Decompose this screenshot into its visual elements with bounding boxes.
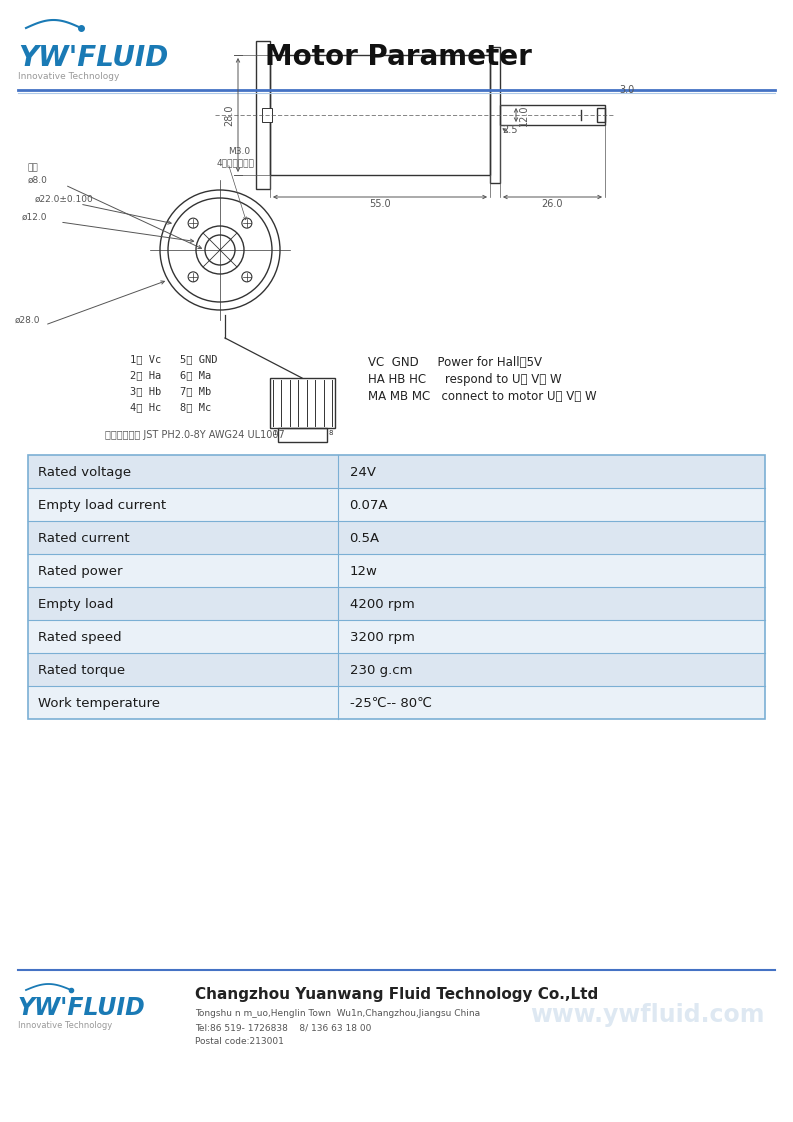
Bar [28,456,765,719]
Text: 8: 8 [328,430,333,436]
Text: Rated current: Rated current [38,532,129,545]
Bar [28,488,765,521]
Text: HA HB HC     respond to U， V， W: HA HB HC respond to U， V， W [368,373,561,386]
Bar [270,378,335,427]
Text: Rated voltage: Rated voltage [38,466,131,479]
Bar [28,620,765,653]
Bar [256,42,270,188]
Text: MA MB MC   connect to motor U， V， W: MA MB MC connect to motor U， V， W [368,390,596,403]
Text: YW'FLUID: YW'FLUID [18,996,146,1020]
Bar [270,55,490,175]
Bar [490,47,500,183]
Text: 12.0: 12.0 [519,104,529,126]
Text: ø22.0±0.100: ø22.0±0.100 [35,195,94,204]
Text: 2： Ha   6： Ma: 2： Ha 6： Ma [130,370,211,380]
Text: 4： Hc   8： Mc: 4： Hc 8： Mc [130,402,211,412]
Text: ø12.0: ø12.0 [22,213,48,222]
Text: 28.0: 28.0 [224,104,234,126]
Bar [597,108,605,122]
Text: Tongshu n m_uo,Henglin Town  Wu1n,Changzhou,Jiangsu China: Tongshu n m_uo,Henglin Town Wu1n,Changzh… [195,1009,480,1018]
Text: 3.0: 3.0 [619,85,634,95]
Text: 穿孔: 穿孔 [28,163,39,172]
Bar [28,521,765,554]
Bar [28,456,765,488]
Bar [262,108,272,122]
Text: M3.0: M3.0 [228,147,250,156]
Bar [28,653,765,686]
Text: 1： Vc   5： GND: 1： Vc 5： GND [130,355,217,364]
Text: Postal code:213001: Postal code:213001 [195,1038,284,1047]
Text: Empty load: Empty load [38,598,113,611]
Bar [28,686,765,719]
Text: 2.5: 2.5 [502,125,518,135]
Bar [28,554,765,587]
Text: Rated torque: Rated torque [38,664,125,677]
Text: 3： Hb   7： Mb: 3： Hb 7： Mb [130,386,211,396]
Text: Empty load current: Empty load current [38,499,166,512]
Bar [500,105,605,125]
Text: Innovative Technology: Innovative Technology [18,72,120,81]
Text: 12w: 12w [350,565,377,578]
Bar [278,427,327,442]
Text: 0.07A: 0.07A [350,499,388,512]
Text: VC  GND     Power for Hall，5V: VC GND Power for Hall，5V [368,356,542,369]
Text: Rated speed: Rated speed [38,631,121,644]
Text: 26.0: 26.0 [542,199,563,209]
Bar [28,587,765,620]
Text: 4200 rpm: 4200 rpm [350,598,414,611]
Text: 55.0: 55.0 [370,199,391,209]
Text: Work temperature: Work temperature [38,697,160,710]
Text: ø28.0: ø28.0 [15,316,40,325]
Text: 24V: 24V [350,466,376,479]
Text: 0.5A: 0.5A [350,532,380,545]
Text: Changzhou Yuanwang Fluid Technology Co.,Ltd: Changzhou Yuanwang Fluid Technology Co.,… [195,987,598,1002]
Text: ø8.0: ø8.0 [28,176,48,185]
Text: 引出线接口： JST PH2.0-8Y AWG24 UL1007: 引出线接口： JST PH2.0-8Y AWG24 UL1007 [105,430,285,440]
Text: YW'FLUID: YW'FLUID [18,44,168,72]
Text: Motor Parameter: Motor Parameter [265,43,532,71]
Text: 3200 rpm: 3200 rpm [350,631,415,644]
Text: 1: 1 [272,430,277,436]
Text: 230 g.cm: 230 g.cm [350,664,412,677]
Text: www.ywfluid.com: www.ywfluid.com [530,1003,764,1027]
Text: 4个均布，打穿: 4个均布，打穿 [217,158,255,167]
Text: Innovative Technology: Innovative Technology [18,1021,113,1030]
Text: Tel:86 519- 1726838    8/ 136 63 18 00: Tel:86 519- 1726838 8/ 136 63 18 00 [195,1023,371,1032]
Text: -25℃-- 80℃: -25℃-- 80℃ [350,697,431,710]
Text: Rated power: Rated power [38,565,122,578]
